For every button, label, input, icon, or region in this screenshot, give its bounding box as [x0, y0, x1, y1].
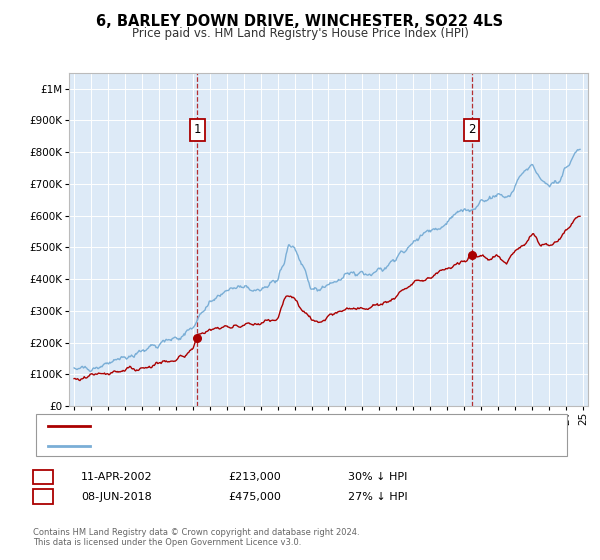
Text: £213,000: £213,000 [228, 472, 281, 482]
Text: 1: 1 [194, 123, 201, 137]
Text: 6, BARLEY DOWN DRIVE, WINCHESTER, SO22 4LS: 6, BARLEY DOWN DRIVE, WINCHESTER, SO22 4… [97, 14, 503, 29]
Text: 1: 1 [39, 470, 47, 484]
Text: HPI: Average price, detached house, Winchester: HPI: Average price, detached house, Winc… [96, 441, 347, 451]
Text: 2: 2 [39, 490, 47, 503]
Text: Contains HM Land Registry data © Crown copyright and database right 2024.: Contains HM Land Registry data © Crown c… [33, 529, 359, 538]
Text: Price paid vs. HM Land Registry's House Price Index (HPI): Price paid vs. HM Land Registry's House … [131, 27, 469, 40]
Text: This data is licensed under the Open Government Licence v3.0.: This data is licensed under the Open Gov… [33, 539, 301, 548]
Text: 08-JUN-2018: 08-JUN-2018 [81, 492, 152, 502]
Text: £475,000: £475,000 [228, 492, 281, 502]
Text: 2: 2 [468, 123, 475, 137]
Text: 30% ↓ HPI: 30% ↓ HPI [348, 472, 407, 482]
Text: 27% ↓ HPI: 27% ↓ HPI [348, 492, 407, 502]
Text: 6, BARLEY DOWN DRIVE, WINCHESTER, SO22 4LS (detached house): 6, BARLEY DOWN DRIVE, WINCHESTER, SO22 4… [96, 421, 449, 431]
Text: 11-APR-2002: 11-APR-2002 [81, 472, 152, 482]
